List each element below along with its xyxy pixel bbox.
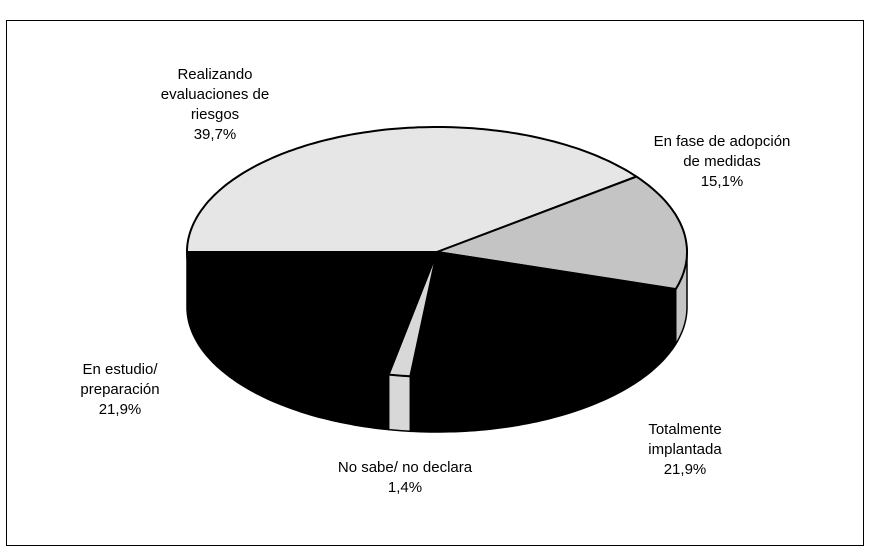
slice-label: En fase de adopción de medidas 15,1% <box>647 132 797 192</box>
slice-label: Totalmente implantada 21,9% <box>610 420 760 480</box>
slice-label: En estudio/ preparación 21,9% <box>45 360 195 420</box>
category-name: Totalmente implantada <box>648 421 722 458</box>
value-label: 15,1% <box>700 173 744 190</box>
value-label: 21,9% <box>98 401 142 418</box>
slice-label: No sabe/ no declara 1,4% <box>330 458 480 498</box>
category-name: No sabe/ no declara <box>337 459 473 476</box>
pie-slice <box>409 250 678 378</box>
value-label: 1,4% <box>387 479 423 496</box>
category-name: Realizando evaluaciones de riesgos <box>160 66 270 123</box>
category-name: En fase de adopción de medidas <box>653 133 791 170</box>
pie-side <box>387 373 412 433</box>
chart-frame <box>6 20 864 546</box>
pie-slice <box>186 126 639 253</box>
category-name: En estudio/ preparación <box>80 361 160 398</box>
pie-slice <box>186 251 439 376</box>
value-label: 21,9% <box>663 461 707 478</box>
slice-label: Realizando evaluaciones de riesgos 39,7% <box>140 65 290 145</box>
value-label: 39,7% <box>193 126 237 143</box>
